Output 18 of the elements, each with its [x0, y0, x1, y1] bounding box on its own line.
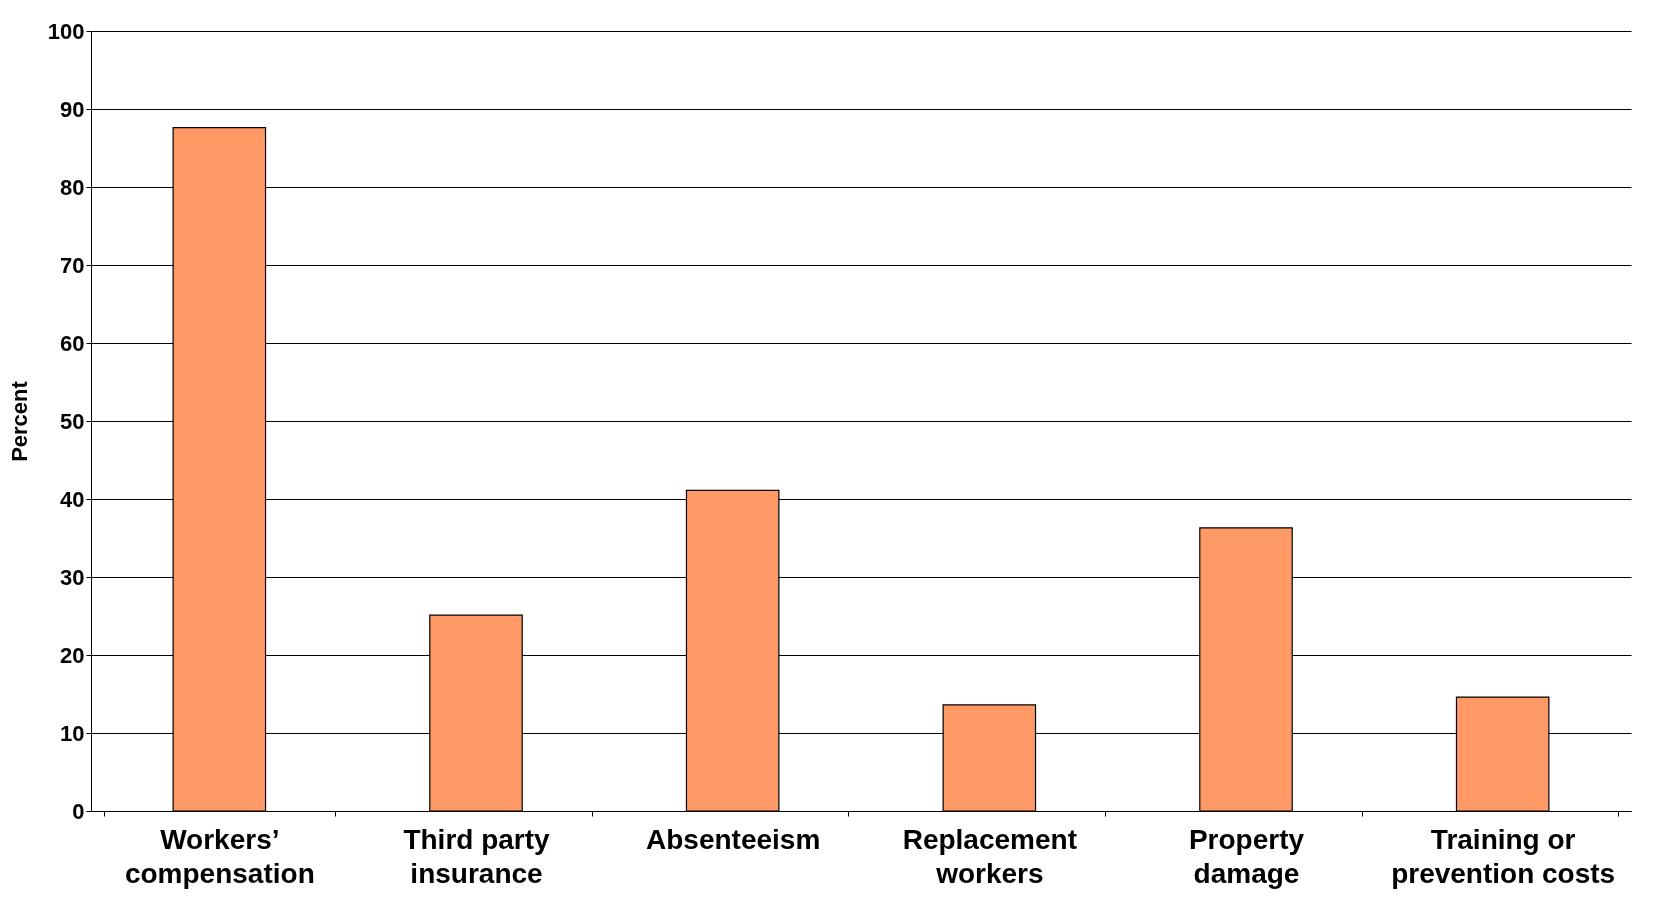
- x-tick-label: Workers’ compensation: [124, 823, 315, 889]
- y-tick-label: 100: [47, 18, 85, 44]
- x-tick-label: Replacement workers: [902, 823, 1077, 889]
- y-tick-label: 10: [60, 720, 85, 746]
- y-tick-label: 0: [72, 798, 85, 824]
- x-tick-label: Third party insurance: [403, 823, 551, 889]
- y-tick-label: 60: [60, 330, 85, 356]
- x-tick-label: Property damage: [1188, 823, 1305, 889]
- x-tick-label: Training or prevention costs: [1391, 823, 1616, 889]
- y-tick-label: 30: [60, 564, 85, 590]
- y-tick-label: 40: [60, 486, 85, 512]
- y-tick-label: 20: [60, 642, 85, 668]
- y-tick-label: 50: [60, 408, 85, 434]
- y-tick-label: 90: [60, 96, 85, 122]
- y-axis-title: Percent: [6, 380, 32, 462]
- y-tick-label: 80: [60, 174, 85, 200]
- x-tick-label: Absenteeism: [646, 823, 821, 855]
- y-tick-label: 70: [60, 252, 85, 278]
